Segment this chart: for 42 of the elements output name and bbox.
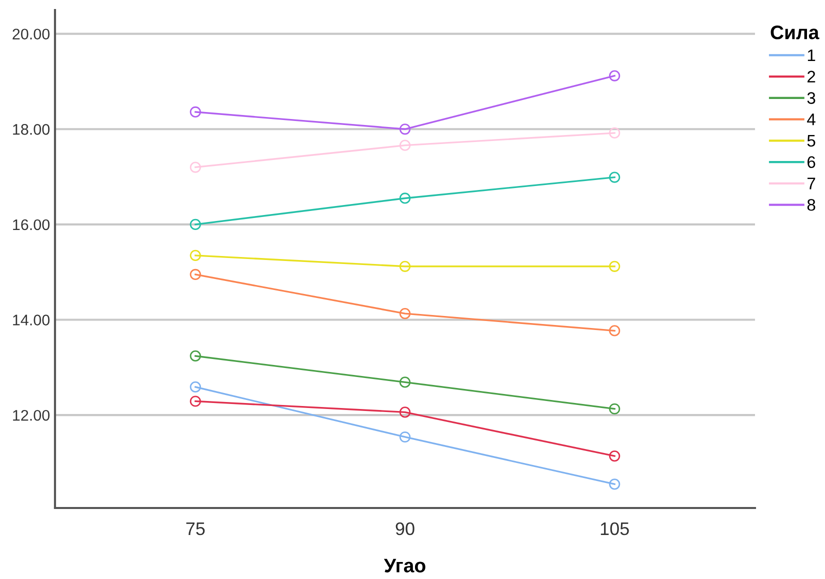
point xyxy=(609,403,620,414)
point xyxy=(190,162,201,173)
point xyxy=(399,192,411,204)
point xyxy=(190,268,201,280)
legend-label: 7 xyxy=(808,178,816,190)
point xyxy=(190,381,201,393)
point xyxy=(399,308,411,320)
point xyxy=(609,70,620,82)
point xyxy=(190,250,201,261)
legend-label: 2 xyxy=(808,70,816,82)
point xyxy=(190,218,201,230)
point xyxy=(399,260,411,272)
point xyxy=(190,106,201,118)
y-tick-label: 16.00 xyxy=(13,219,50,230)
point xyxy=(609,260,620,272)
legend-title: Сила xyxy=(770,26,820,40)
point xyxy=(190,350,201,362)
point xyxy=(609,172,620,183)
legend-label: 6 xyxy=(808,156,816,168)
point xyxy=(609,127,620,139)
point xyxy=(399,376,411,388)
y-tick-label: 20.00 xyxy=(12,28,50,40)
x-tick-label: 90 xyxy=(396,522,414,536)
point xyxy=(190,396,201,407)
point xyxy=(609,325,620,336)
point xyxy=(399,406,411,418)
y-tick-label: 12.00 xyxy=(13,410,50,421)
legend-label: 3 xyxy=(807,92,816,104)
point xyxy=(399,140,411,151)
point xyxy=(399,431,411,443)
x-tick-label: 105 xyxy=(600,522,629,536)
legend-label: 5 xyxy=(807,135,816,147)
legend-label: 8 xyxy=(807,198,816,211)
point xyxy=(399,124,411,135)
x-axis-title: Угао xyxy=(384,558,426,572)
point xyxy=(609,450,620,462)
x-tick-label: 75 xyxy=(186,522,205,536)
y-tick-label: 14.00 xyxy=(13,314,50,326)
legend-label: 4 xyxy=(807,114,816,126)
y-tick-label: 18.00 xyxy=(13,124,50,135)
legend-label: 1 xyxy=(808,50,816,62)
point xyxy=(609,478,620,490)
